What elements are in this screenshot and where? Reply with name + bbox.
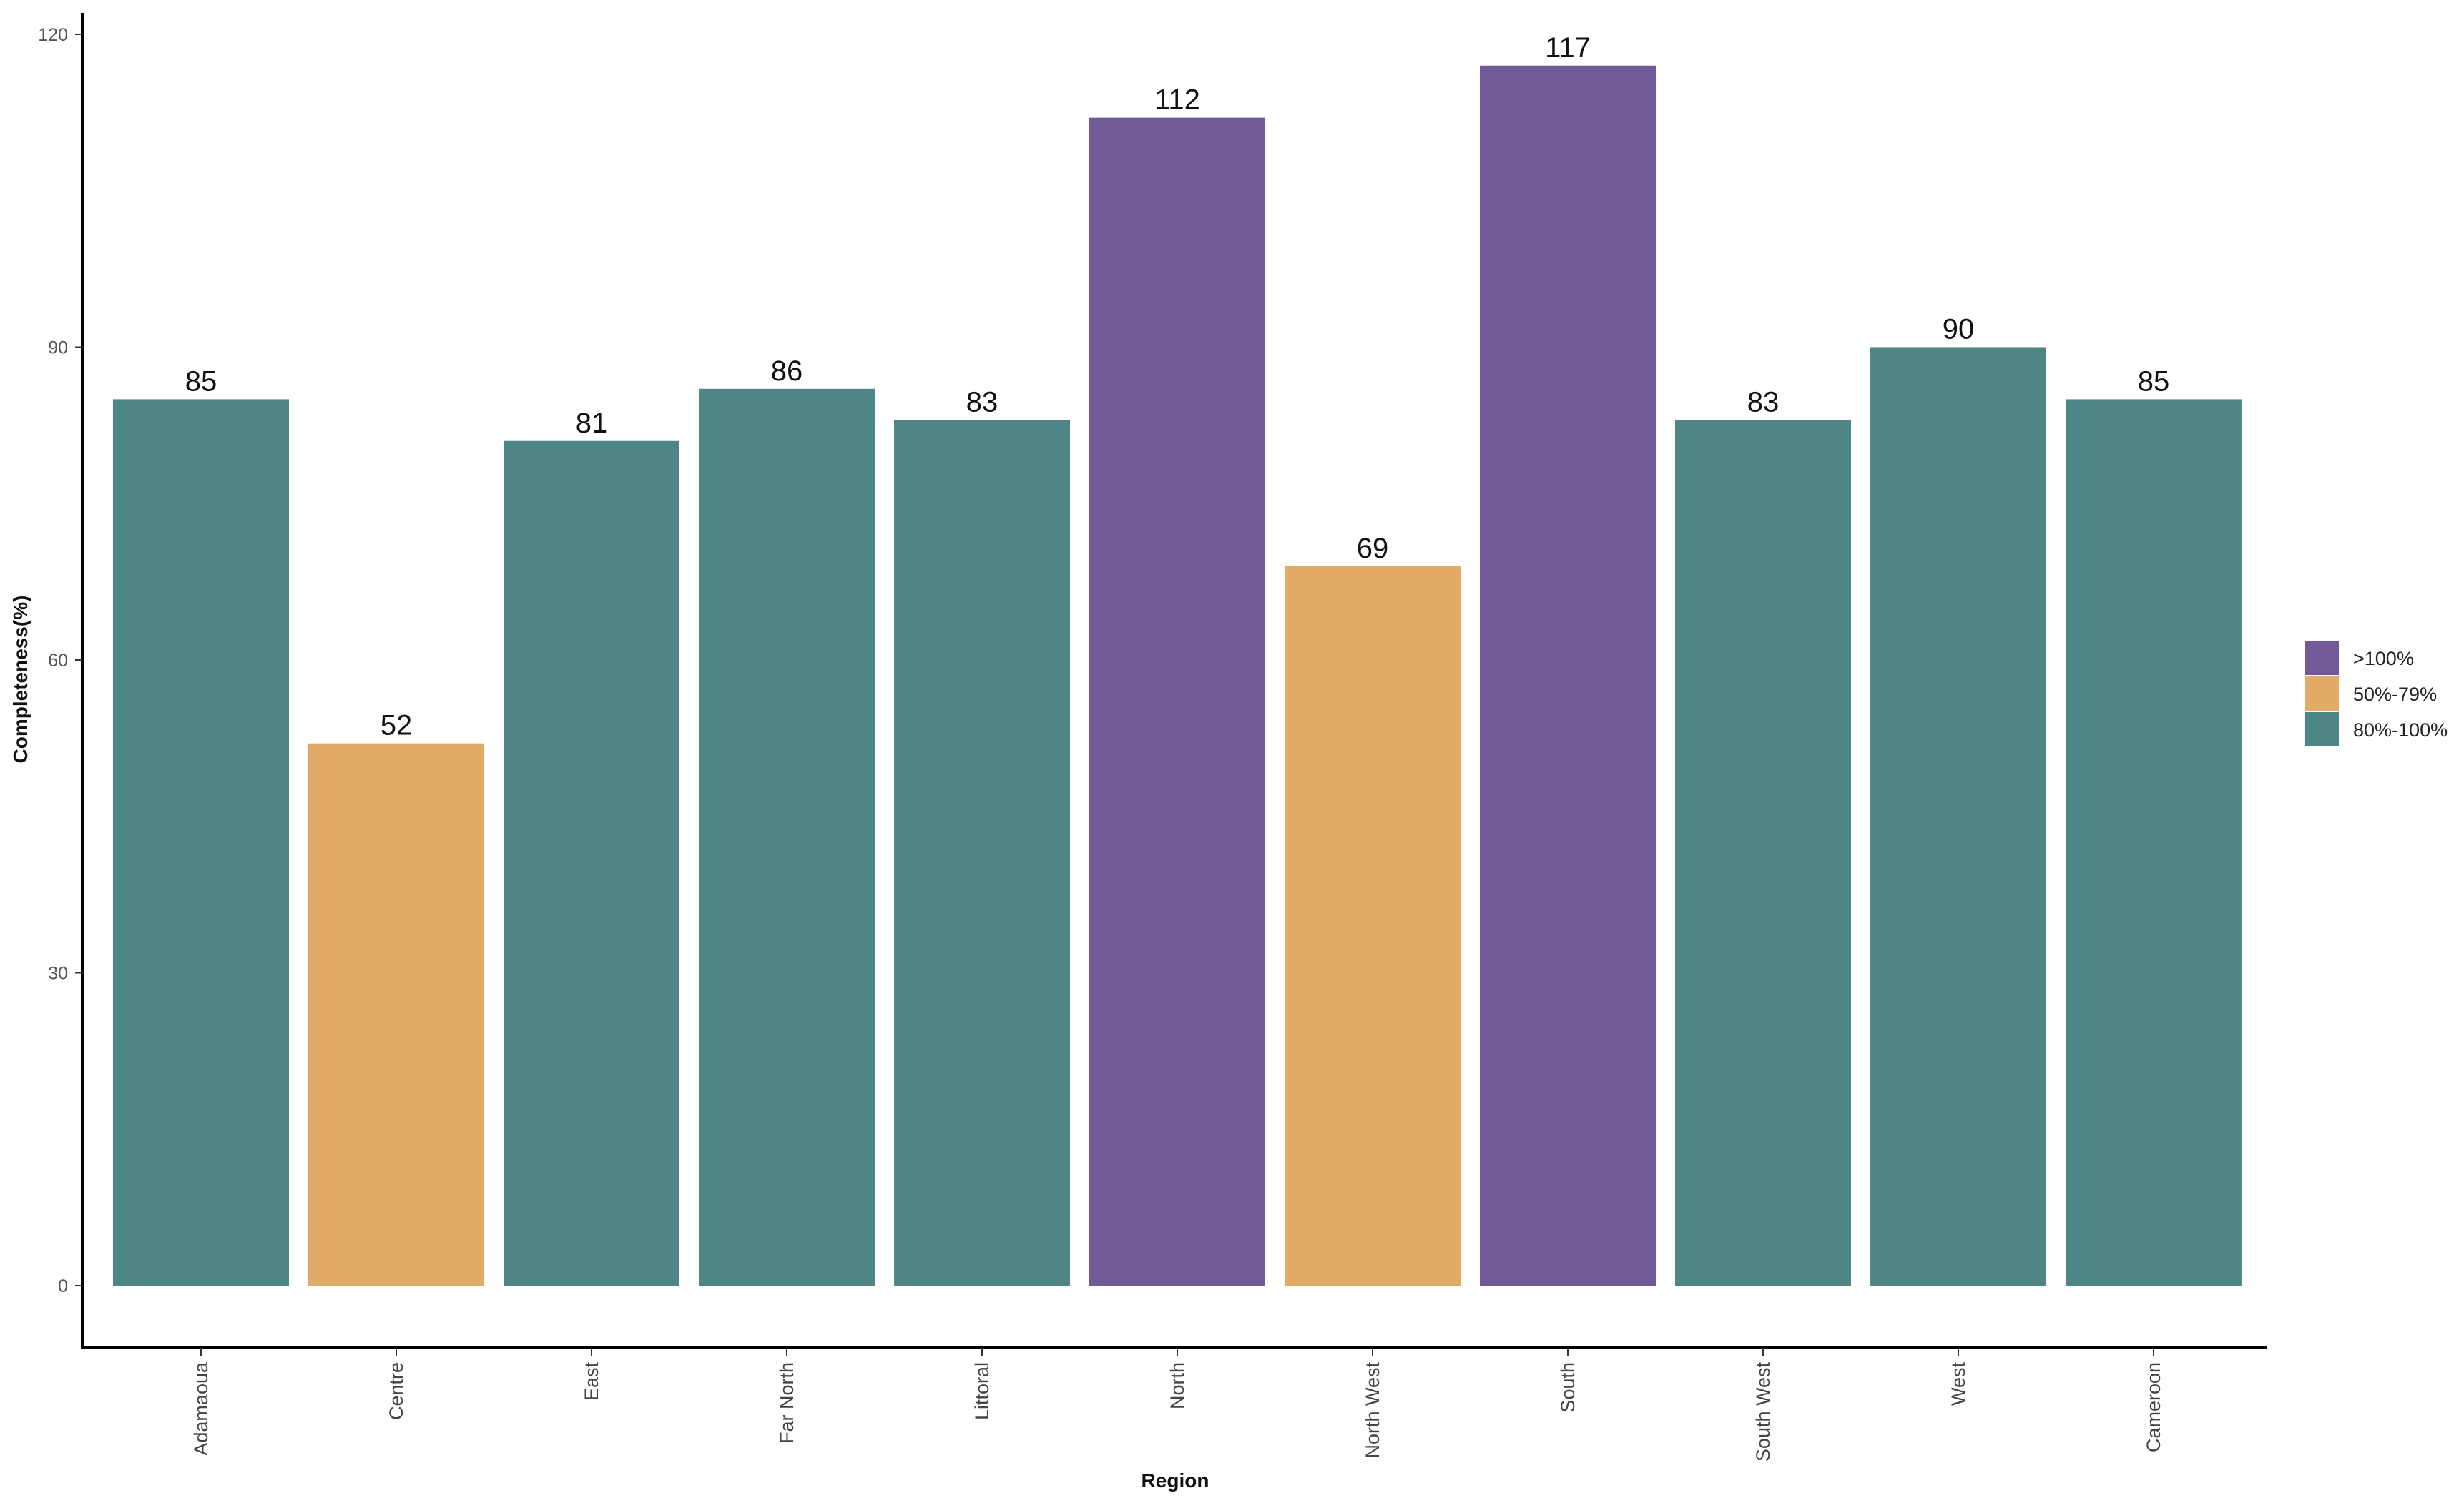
x-tick-label: East bbox=[581, 1362, 602, 1401]
bar bbox=[1870, 347, 2046, 1286]
data-label: 52 bbox=[381, 710, 413, 741]
x-tick-label: Adamaoua bbox=[190, 1361, 212, 1456]
y-tick-label: 0 bbox=[58, 1276, 68, 1296]
bar bbox=[1480, 65, 1656, 1286]
data-label: 90 bbox=[1943, 314, 1975, 345]
data-label: 81 bbox=[576, 408, 608, 439]
bar bbox=[2066, 399, 2242, 1286]
bars: 85 52 81 86 83 112 69 117 83 90 85 bbox=[113, 32, 2242, 1286]
y-tick-label: 120 bbox=[38, 25, 68, 45]
x-tick-label: Centre bbox=[386, 1362, 407, 1420]
data-label: 69 bbox=[1357, 533, 1389, 564]
y-tick-label: 60 bbox=[48, 651, 68, 671]
legend-label: 80%-100% bbox=[2353, 719, 2448, 741]
bar bbox=[699, 388, 875, 1286]
x-tick-label: North West bbox=[1362, 1362, 1383, 1459]
bar bbox=[308, 743, 484, 1286]
legend-label: 50%-79% bbox=[2353, 684, 2437, 705]
x-tick-label: South bbox=[1557, 1362, 1579, 1413]
y-tick-label: 30 bbox=[48, 964, 68, 984]
bar bbox=[504, 440, 679, 1286]
legend-label: >100% bbox=[2353, 648, 2414, 669]
y-axis-title: Completeness(%) bbox=[9, 596, 31, 764]
legend-swatch bbox=[2305, 641, 2339, 675]
x-tick-label: South West bbox=[1752, 1362, 1774, 1462]
bar bbox=[1089, 117, 1265, 1286]
y-ticks: 0 30 60 90 120 bbox=[38, 25, 82, 1296]
data-label: 83 bbox=[966, 387, 998, 418]
x-tick-label: West bbox=[1948, 1362, 1969, 1406]
data-label: 86 bbox=[771, 355, 803, 387]
data-label: 112 bbox=[1154, 84, 1200, 116]
x-tick-label: Littoral bbox=[971, 1362, 993, 1420]
x-tick-label: North bbox=[1167, 1362, 1188, 1409]
data-label: 83 bbox=[1747, 387, 1780, 418]
bar bbox=[894, 420, 1070, 1286]
bar bbox=[1675, 420, 1851, 1286]
y-tick-label: 90 bbox=[48, 338, 68, 358]
legend-swatch bbox=[2305, 712, 2339, 746]
x-axis-title: Region bbox=[1142, 1469, 1209, 1492]
x-ticks: Adamaoua Centre East Far North Littoral North… bbox=[190, 1348, 2164, 1462]
x-tick-label: Cameroon bbox=[2143, 1362, 2164, 1452]
bar bbox=[1285, 566, 1461, 1286]
data-label: 85 bbox=[185, 365, 217, 397]
data-label: 117 bbox=[1545, 32, 1591, 64]
data-label: 85 bbox=[2138, 365, 2170, 397]
bar bbox=[113, 399, 289, 1286]
legend-swatch bbox=[2305, 676, 2339, 711]
x-tick-label: Far North bbox=[776, 1362, 797, 1444]
legend: >100% 50%-79% 80%-100% bbox=[2305, 641, 2448, 746]
